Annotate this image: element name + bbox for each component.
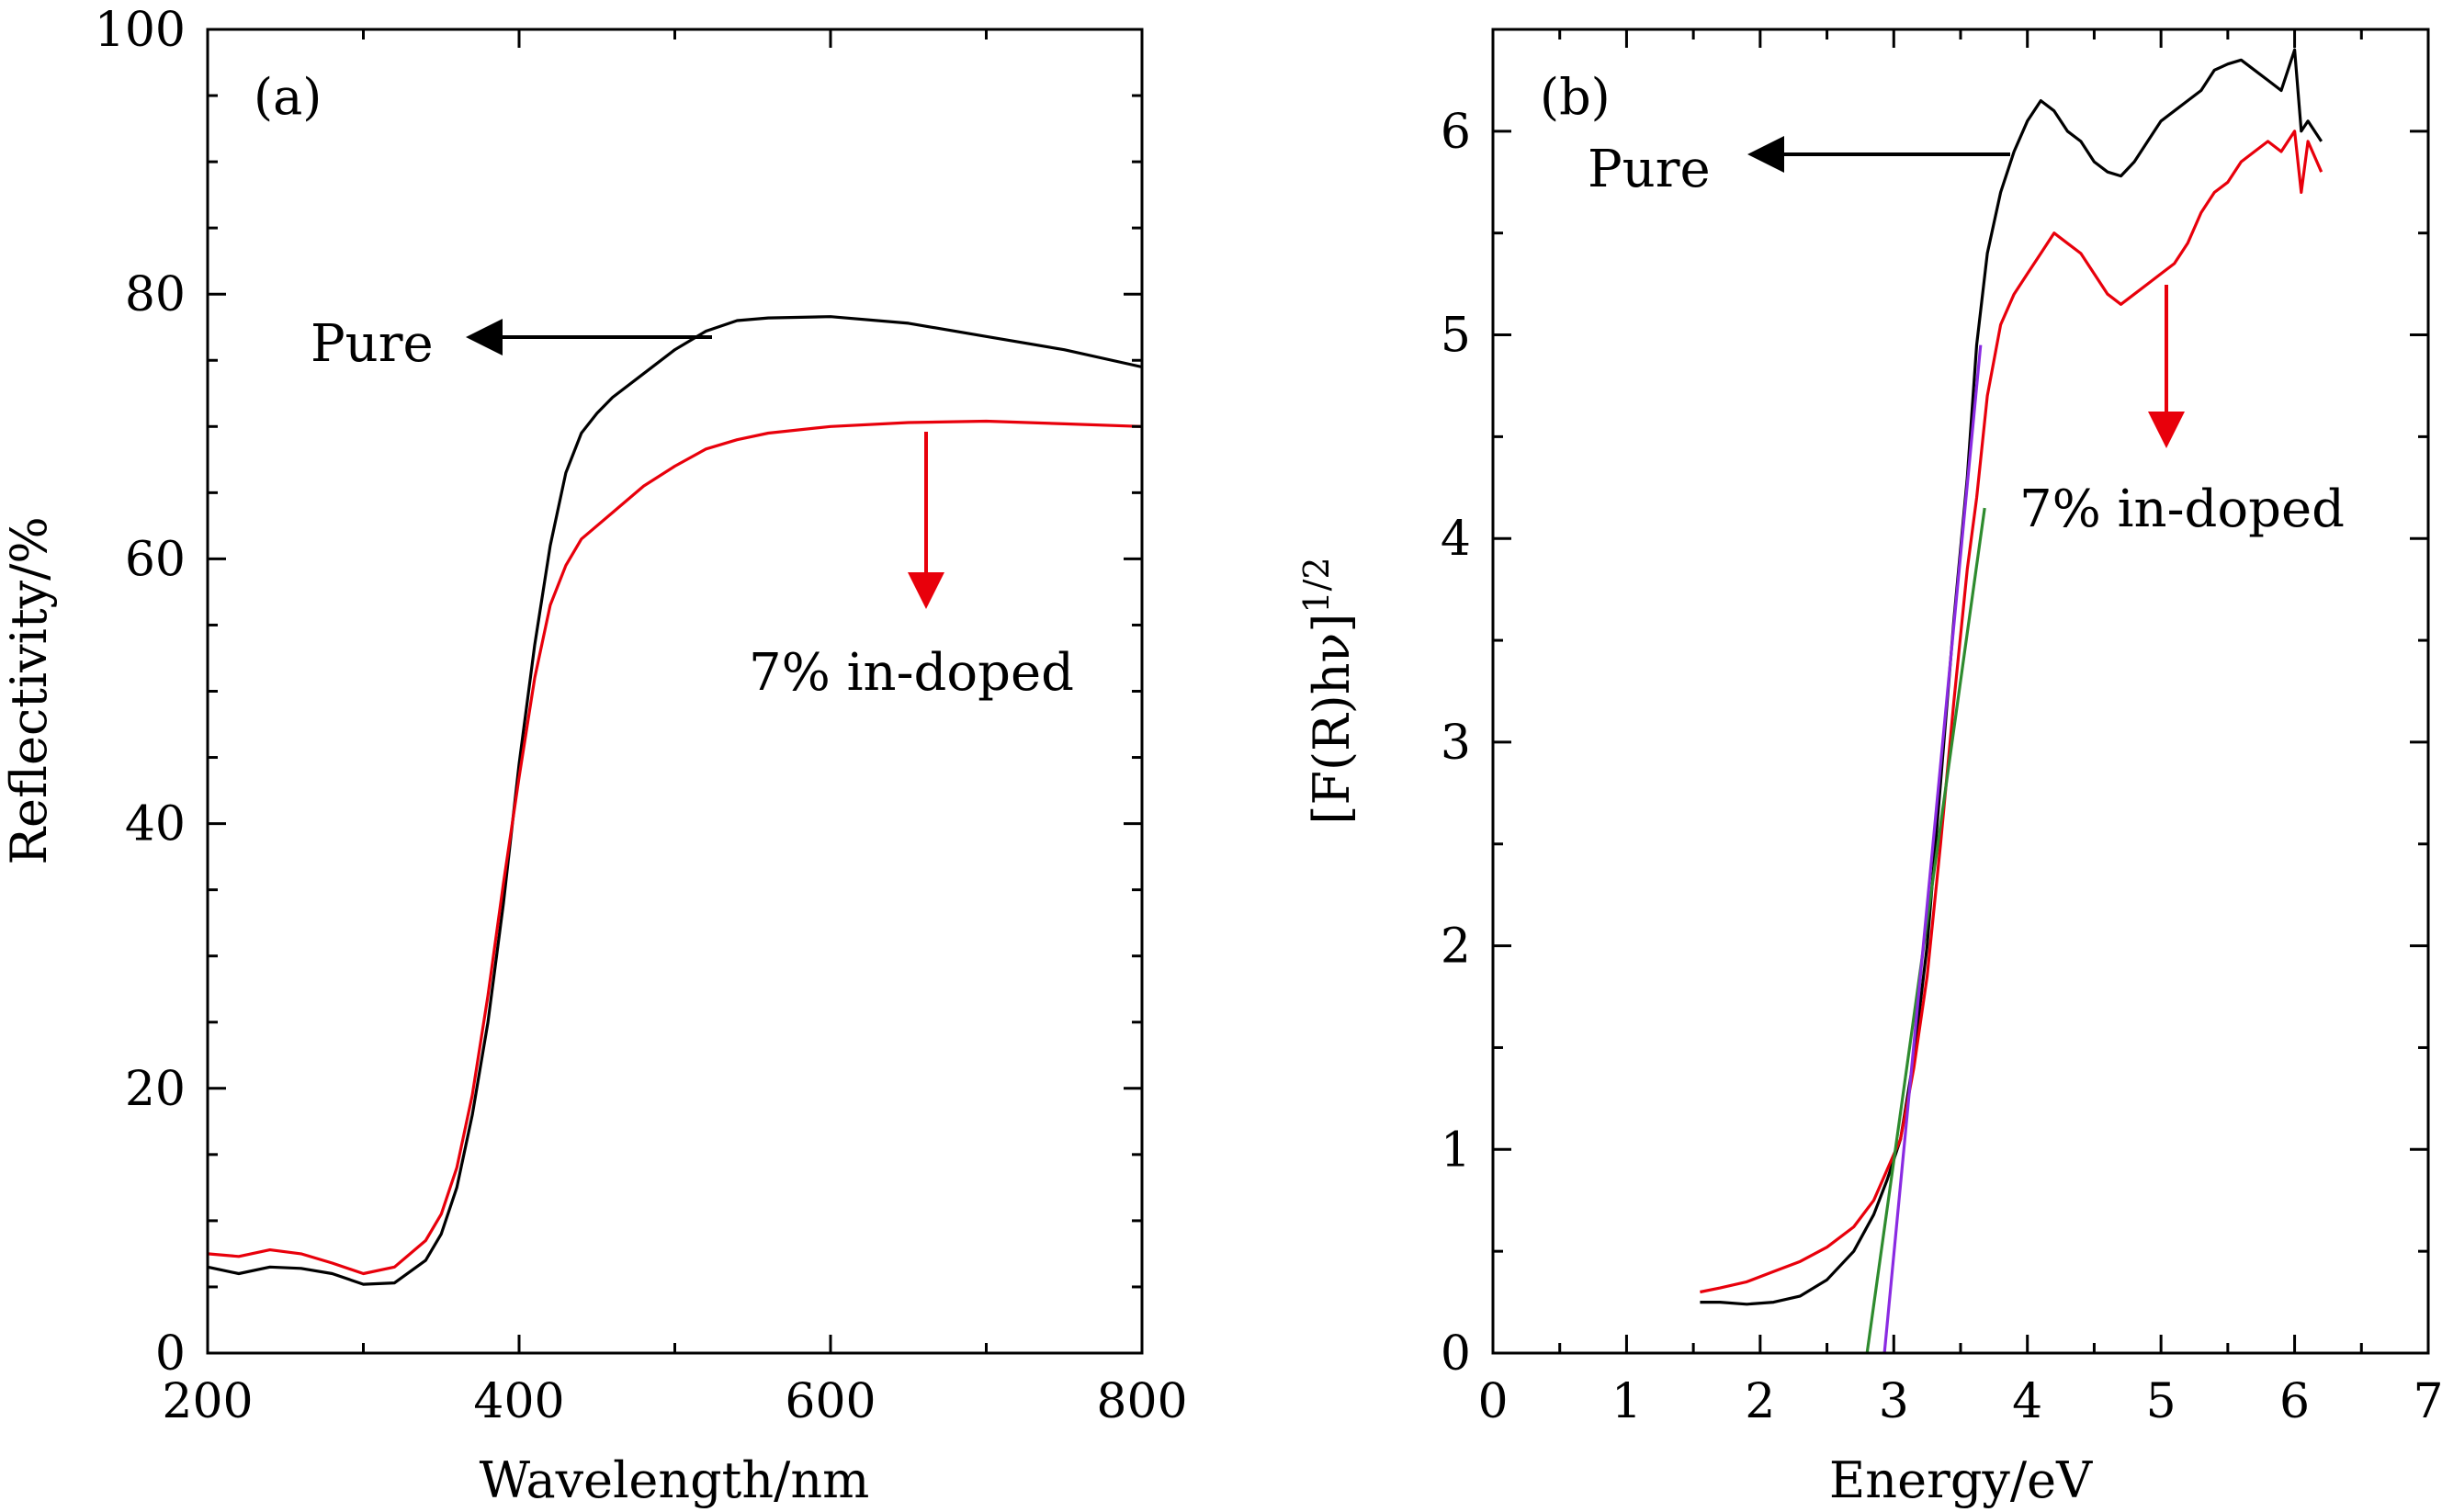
panel-a-line-7-in-doped <box>207 419 1143 1276</box>
panel-a-y-tick-label: 20 <box>125 1062 186 1117</box>
panel-b-y-tick-label: 0 <box>1441 1326 1471 1382</box>
panel-a-annotation-doped: 7% in-doped <box>749 643 1074 703</box>
panel-b-series-group <box>1700 48 2323 1354</box>
panel-b-y-tick-label: 4 <box>1441 512 1471 567</box>
panel-a-x-tick-label: 400 <box>473 1374 564 1429</box>
panel-b-line-pure <box>1700 48 2323 1306</box>
panel-b-annotation-doped: 7% in-doped <box>2019 480 2345 539</box>
panel-a-y-tick-label: 60 <box>125 532 186 587</box>
panel-b-ticks: 0 1 2 3 4 5 6 7 0 1 2 3 4 5 6 <box>1441 28 2442 1429</box>
panel-b-y-axis-title-sup: 1/2 <box>1296 557 1337 613</box>
panel-a-y-tick-label: 40 <box>125 797 186 852</box>
panel-a-tag: (a) <box>254 68 322 126</box>
panel-b-x-tick-label: 1 <box>1611 1374 1642 1429</box>
panel-a-x-tick-label: 200 <box>162 1374 253 1429</box>
panel-b-x-tick-label: 7 <box>2413 1374 2442 1429</box>
panel-a-ticks: 200 400 600 800 0 20 40 60 80 100 <box>95 3 1188 1429</box>
panel-b-y-tick-label: 2 <box>1441 920 1471 975</box>
panel-b-x-tick-label: 6 <box>2279 1374 2310 1429</box>
panel-b: 0 1 2 3 4 5 6 7 0 1 2 3 4 5 6 (b) Pure 7% in-doped Ene… <box>1296 28 2442 1509</box>
panel-b-y-tick-label: 5 <box>1441 309 1471 364</box>
panel-b-x-tick-label: 2 <box>1745 1374 1775 1429</box>
panel-b-x-tick-label: 3 <box>1879 1374 1909 1429</box>
panel-a-y-tick-label: 100 <box>95 3 186 58</box>
panel-b-y-tick-label: 1 <box>1441 1123 1471 1178</box>
panel-a-line-pure <box>207 315 1143 1286</box>
panel-a-series-group <box>207 315 1143 1286</box>
panel-a-x-tick-label: 600 <box>785 1374 876 1429</box>
panel-a-x-axis-title: Wavelength/nm <box>480 1451 870 1509</box>
panel-b-x-tick-label: 0 <box>1477 1374 1508 1429</box>
panel-b-y-axis-title-main: [F(R)hν] <box>1303 614 1361 825</box>
panel-b-line-7-in-doped <box>1700 130 2323 1294</box>
panel-b-tag: (b) <box>1540 68 1611 126</box>
panel-b-x-tick-label: 4 <box>2012 1374 2042 1429</box>
panel-b-annotation-pure: Pure <box>1588 140 1711 199</box>
panel-a-y-tick-label: 80 <box>125 267 186 322</box>
panel-a-annotation-pure: Pure <box>311 314 434 374</box>
panel-a-y-tick-label: 0 <box>155 1326 186 1382</box>
panel-b-y-axis-title: [F(R)hν]1/2 <box>1296 557 1361 824</box>
panel-b-line-fit-pure <box>1882 344 1983 1354</box>
panel-b-y-tick-label: 3 <box>1441 716 1471 771</box>
panel-a-y-axis-title: Reflectivity/% <box>0 516 58 864</box>
panel-b-y-tick-label: 6 <box>1441 105 1471 160</box>
panel-b-x-tick-label: 5 <box>2146 1374 2176 1429</box>
panel-b-x-axis-title: Energy/eV <box>1829 1451 2093 1509</box>
panel-a-x-tick-label: 800 <box>1096 1374 1187 1429</box>
panel-a: 200 400 600 800 0 20 40 60 80 100 (a) Pure 7% in-… <box>0 3 1188 1509</box>
